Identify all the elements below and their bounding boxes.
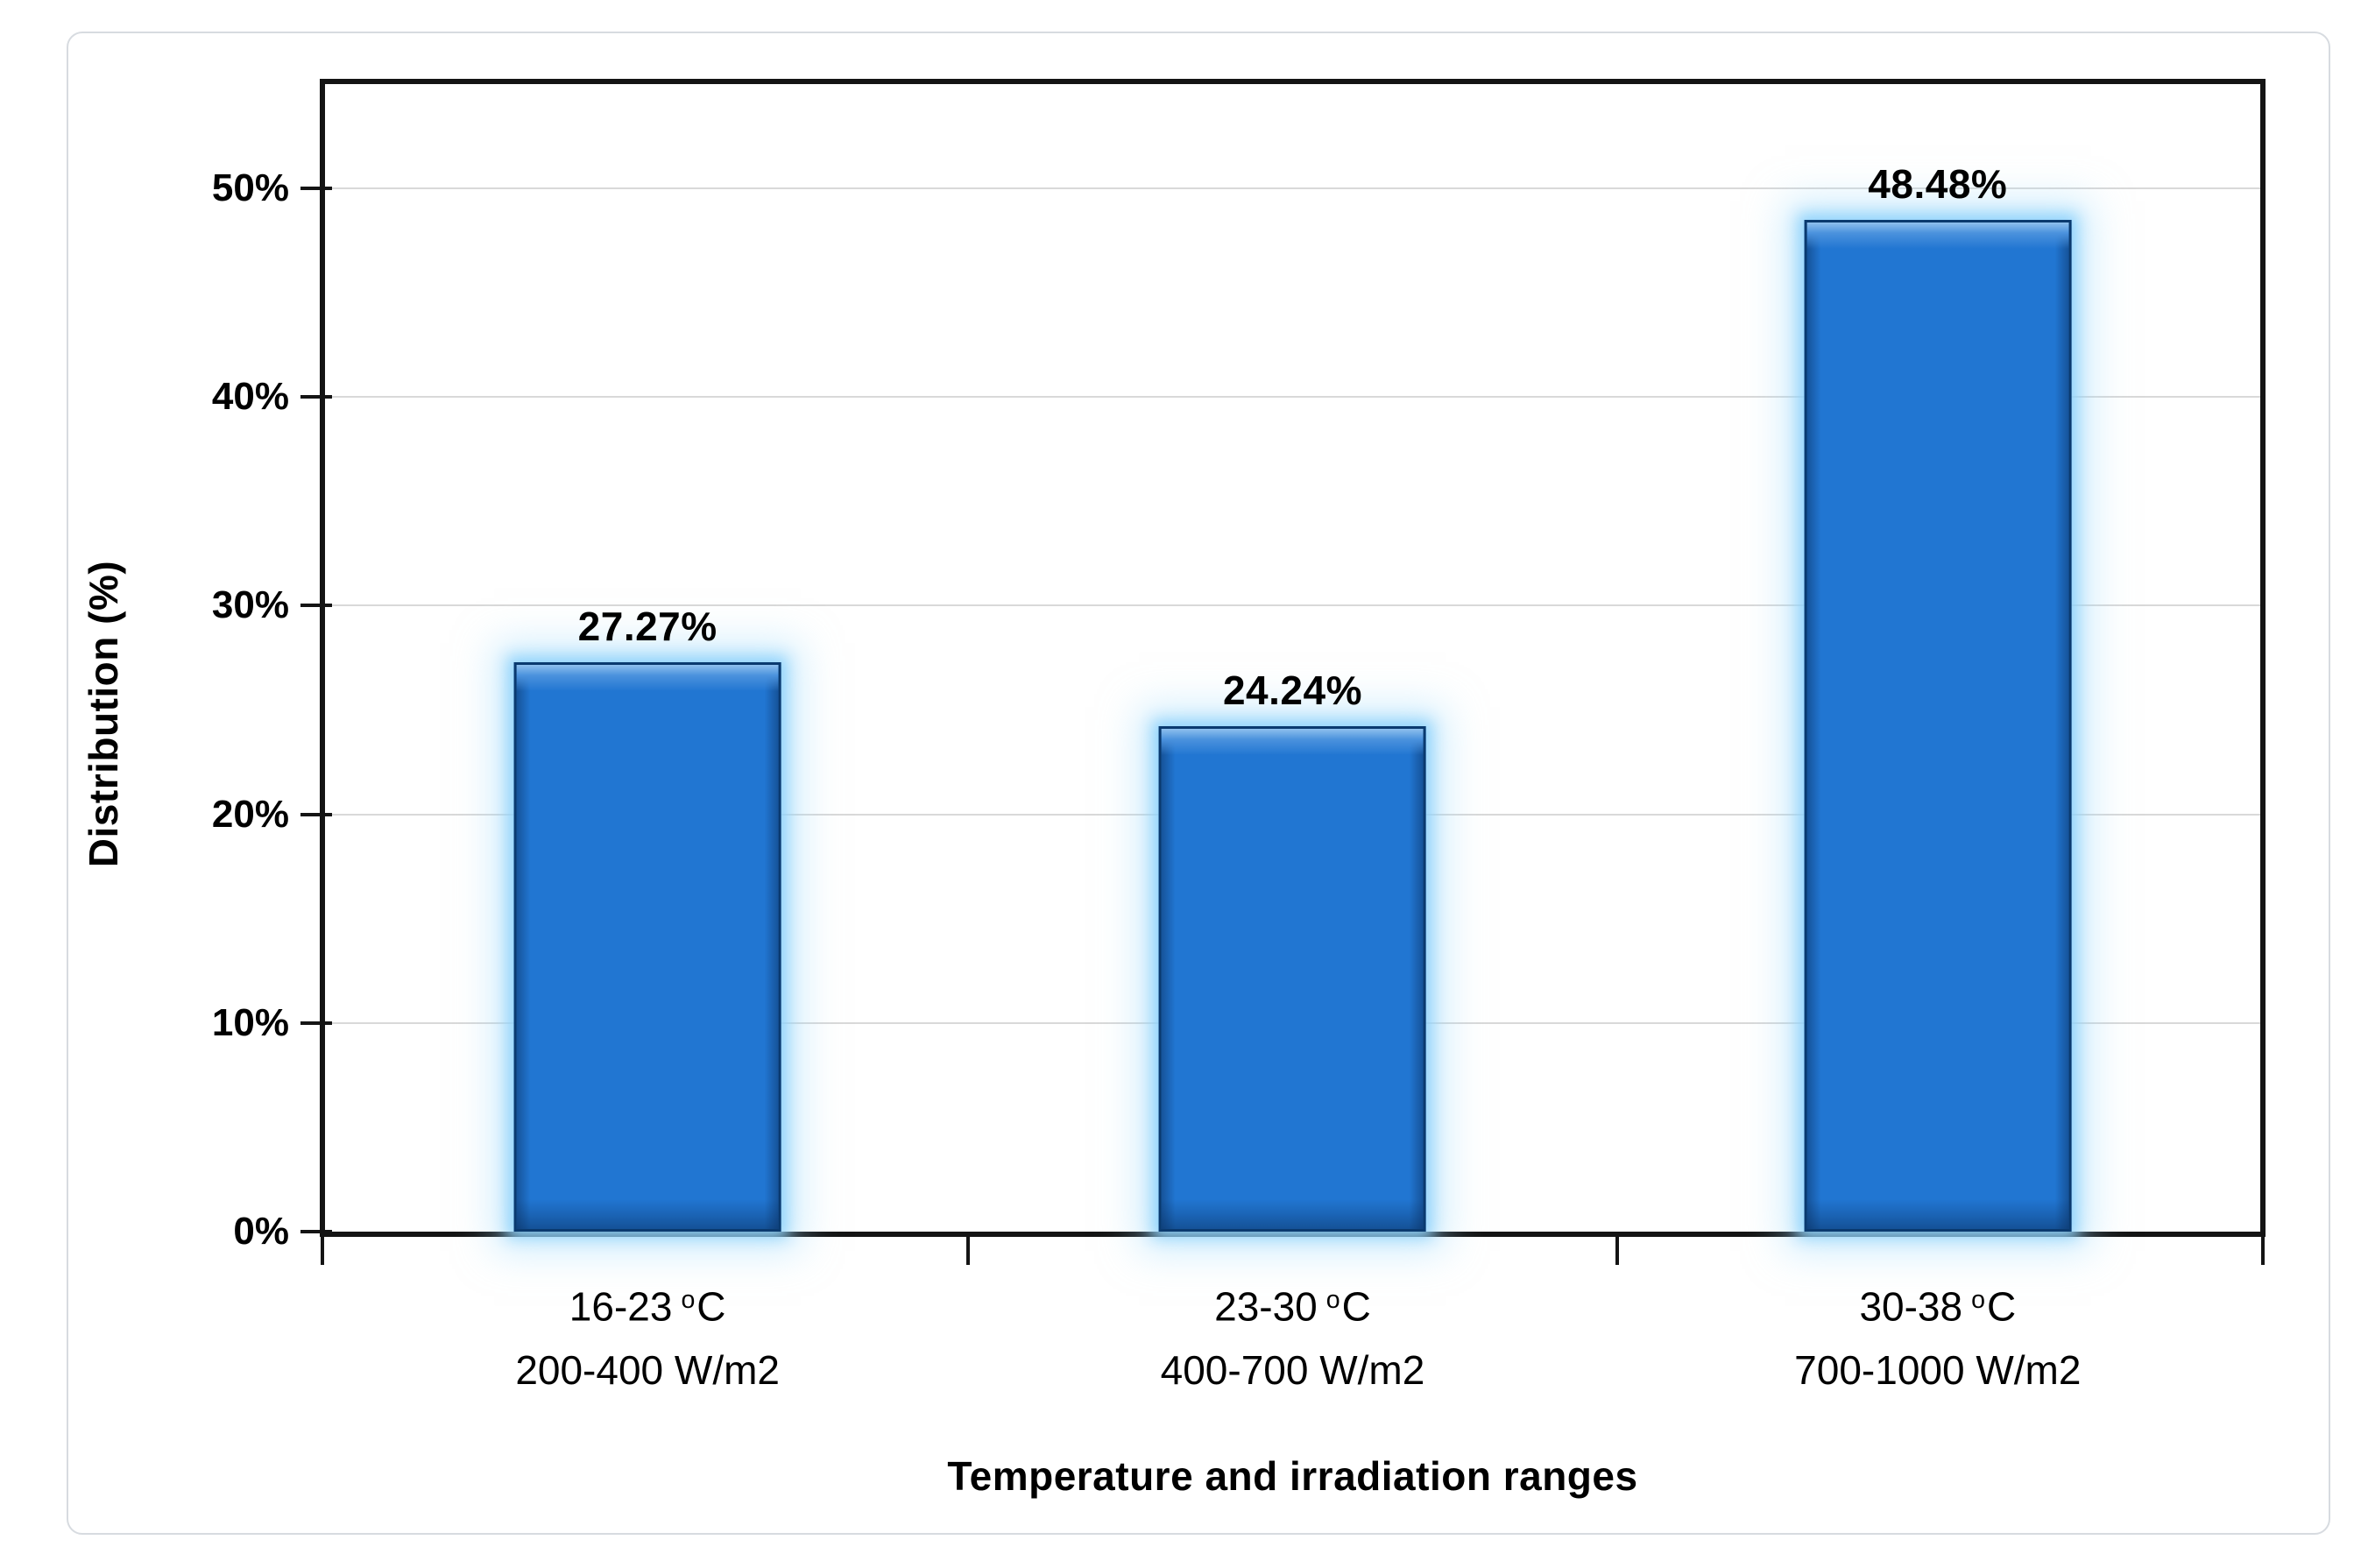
category-label-2: 23-30 oC 400-700 W/m2 [970,1268,1615,1402]
category-irradiation-range: 700-1000 W/m2 [1794,1347,2082,1394]
bar-value-label: 27.27% [577,604,717,650]
y-tick-mark [300,1230,332,1233]
y-tick-mark [300,187,332,191]
y-tick-mark [300,395,332,399]
y-tick-label-40: 40% [211,375,289,419]
category-slot-2: 24.24% [970,84,1615,1232]
degree-superscript: o [1971,1286,1985,1314]
x-tick-mark [2260,1232,2265,1265]
y-tick-label-0: 0% [233,1210,289,1253]
x-tick-mark [966,1232,971,1265]
y-tick-label-20: 20% [211,792,289,836]
x-axis-tick-marks [320,1232,2266,1265]
degree-superscript: o [1325,1286,1340,1314]
y-tick-mark [300,1021,332,1025]
category-temp-range: 30-38 oC [1859,1283,2017,1330]
category-label-1: 16-23 oC 200-400 W/m2 [325,1268,970,1402]
degree-superscript: o [681,1286,696,1314]
y-tick-mark [300,604,332,608]
plot-area: 27.27% 24.24% 48.48% [320,79,2266,1237]
category-irradiation-range: 200-400 W/m2 [515,1347,781,1394]
bar-value-label: 48.48% [1868,161,2008,208]
bar-16-23C [513,662,781,1232]
category-label-3: 30-38 oC 700-1000 W/m2 [1615,1268,2260,1402]
gridline-40 [325,396,2260,399]
x-axis-category-labels: 16-23 oC 200-400 W/m2 23-30 oC 400-700 W/m… [325,1268,2260,1402]
y-axis-tick-marks [300,84,332,1233]
gridline-30 [325,604,2260,607]
y-tick-label-50: 50% [211,166,289,210]
bars-layer: 27.27% 24.24% 48.48% [325,84,2260,1232]
bar-23-30C [1159,725,1426,1232]
bar-value-label: 24.24% [1222,667,1362,713]
x-tick-mark [321,1232,325,1265]
y-tick-label-30: 30% [211,583,289,627]
y-tick-mark [300,812,332,816]
y-tick-label-10: 10% [211,1000,289,1044]
gridline-50 [325,187,2260,190]
category-temp-range: 23-30 oC [1214,1283,1371,1330]
bar-30-38C [1804,220,2072,1232]
x-axis-title: Temperature and irradiation ranges [947,1453,1638,1499]
y-axis-tick-labels: 0% 10% 20% 30% 40% 50% [53,84,289,1253]
category-irradiation-range: 400-700 W/m2 [1160,1347,1425,1394]
category-slot-1: 27.27% [325,84,970,1232]
x-tick-mark [1615,1232,1619,1265]
category-slot-3: 48.48% [1615,84,2260,1232]
category-temp-range: 16-23 oC [569,1283,726,1330]
y-axis-title: Distribution (%) [81,560,126,868]
